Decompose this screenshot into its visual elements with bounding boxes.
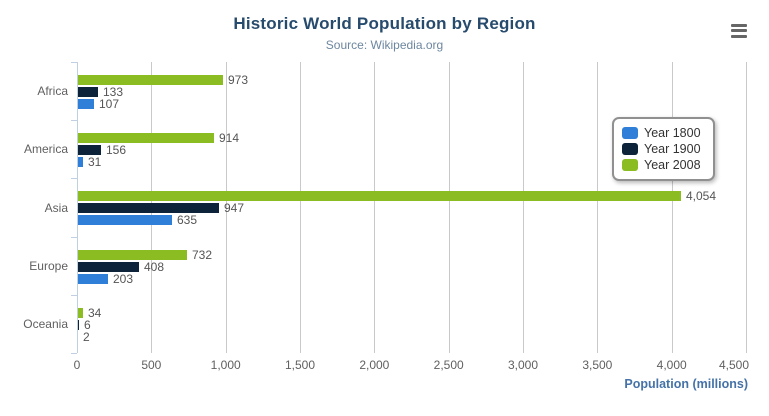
bar-oceania-year-1900[interactable] [78, 320, 79, 330]
legend: Year 1800 Year 1900 Year 2008 [612, 117, 715, 181]
legend-item-year-1800[interactable]: Year 1800 [622, 125, 701, 141]
gridline [300, 62, 301, 353]
bar-value-label: 635 [177, 213, 198, 227]
legend-swatch-icon [622, 159, 638, 171]
x-tick-label: 500 [141, 358, 162, 372]
y-axis-tick [71, 120, 77, 121]
bar-value-label: 31 [88, 155, 102, 169]
x-tick-label: 0 [73, 358, 81, 372]
bar-value-label: 203 [113, 272, 134, 286]
x-tick-label: 4,500 [718, 358, 750, 372]
x-tick-label: 4,000 [656, 358, 687, 372]
bar-value-label: 107 [99, 97, 120, 111]
bar-value-label: 156 [106, 143, 127, 157]
bar-oceania-year-2008[interactable] [78, 308, 83, 318]
gridline [746, 62, 747, 353]
bar-value-label: 4,054 [686, 189, 717, 203]
x-tick-label: 2,000 [359, 358, 390, 372]
y-axis-tick [71, 353, 77, 354]
bar-america-year-2008[interactable] [78, 133, 214, 143]
category-label-america: America [23, 142, 68, 156]
bar-america-year-1900[interactable] [78, 145, 101, 155]
bar-africa-year-1800[interactable] [78, 99, 94, 109]
bar-america-year-1800[interactable] [78, 157, 83, 167]
y-axis-tick [71, 62, 77, 63]
bar-value-label: 947 [224, 201, 245, 215]
legend-label: Year 1900 [644, 142, 701, 156]
hamburger-menu-icon [731, 23, 747, 38]
chart-subtitle: Source: Wikipedia.org [325, 38, 444, 52]
y-axis-tick [71, 237, 77, 238]
category-label-oceania: Oceania [23, 317, 68, 331]
bar-europe-year-1800[interactable] [78, 274, 108, 284]
bar-value-label: 914 [219, 131, 240, 145]
bar-europe-year-1900[interactable] [78, 262, 139, 272]
bar-value-label: 6 [84, 318, 91, 332]
bar-value-label: 133 [103, 85, 124, 99]
bar-asia-year-1900[interactable] [78, 203, 219, 213]
bar-value-label: 732 [192, 248, 213, 262]
bar-asia-year-1800[interactable] [78, 215, 172, 225]
x-tick-label: 3,000 [507, 358, 539, 372]
legend-label: Year 2008 [644, 158, 701, 172]
y-axis-tick [71, 295, 77, 296]
gridline [225, 62, 227, 353]
legend-swatch-icon [622, 127, 638, 139]
export-menu-button[interactable] [726, 21, 752, 43]
bar-africa-year-1900[interactable] [78, 87, 98, 97]
bar-value-label: 973 [228, 73, 249, 87]
x-tick-label: 3,500 [582, 358, 613, 372]
category-label-europe: Europe [29, 259, 68, 273]
bar-asia-year-2008[interactable] [78, 191, 681, 201]
legend-swatch-icon [622, 143, 638, 155]
gridline [671, 62, 673, 353]
gridline [448, 62, 450, 353]
legend-item-year-2008[interactable]: Year 2008 [622, 157, 701, 173]
chart-title: Historic World Population by Region [233, 14, 536, 33]
bar-value-label: 34 [88, 306, 102, 320]
bar-africa-year-2008[interactable] [78, 75, 223, 85]
gridline [597, 62, 599, 353]
legend-item-year-1900[interactable]: Year 1900 [622, 141, 701, 157]
bar-value-label: 408 [144, 260, 165, 274]
y-axis-tick [71, 178, 77, 179]
x-axis-title: Population (millions) [624, 377, 748, 391]
gridline [374, 62, 376, 353]
category-label-asia: Asia [44, 201, 68, 215]
gridline [523, 62, 524, 353]
x-tick-label: 1,000 [210, 358, 241, 372]
x-tick-label: 1,500 [284, 358, 316, 372]
bar-europe-year-2008[interactable] [78, 250, 187, 260]
legend-label: Year 1800 [644, 126, 701, 140]
x-tick-label: 2,500 [433, 358, 464, 372]
bar-value-label: 2 [83, 330, 90, 344]
category-label-africa: Africa [37, 84, 68, 98]
y-axis-line [77, 62, 78, 353]
